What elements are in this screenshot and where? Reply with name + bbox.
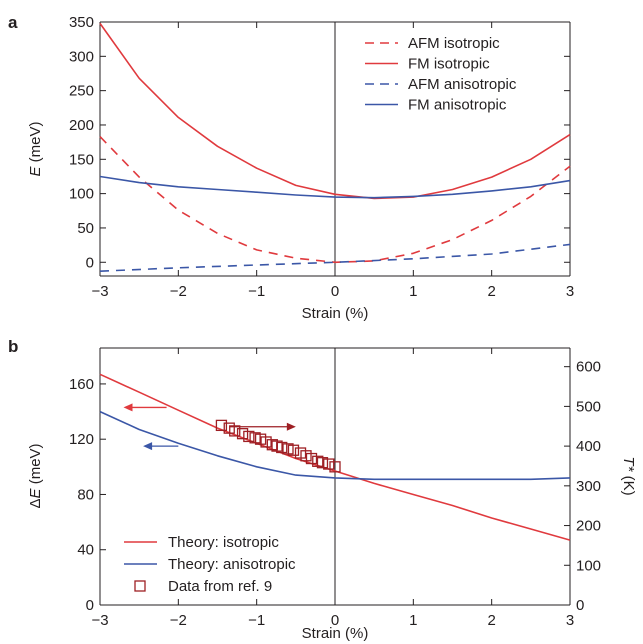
panel-a-legend-label-fm-anisotropic: FM anisotropic bbox=[408, 97, 507, 114]
panel-b-y-tick-label: 80 bbox=[77, 486, 94, 503]
panel-a-series-afm-anisotropic bbox=[99, 243, 571, 272]
panel-a-x-tick-label: 1 bbox=[409, 283, 417, 300]
panel-b-legend-label-data-from-ref-9: Data from ref. 9 bbox=[168, 578, 272, 595]
panel-a-x-tick-label: −1 bbox=[248, 283, 265, 300]
panel-a-y-tick-label: 50 bbox=[77, 220, 94, 237]
panel-b-data-point bbox=[276, 441, 288, 454]
panel-a-series-fm-anisotropic bbox=[99, 175, 571, 199]
panel-b-y2-axis-label: T* (K) bbox=[620, 456, 637, 495]
panel-a-y-axis-label-symbol: E bbox=[27, 166, 44, 177]
panel-b-arrow-head bbox=[286, 422, 296, 431]
panel-b-y2-tick-label: 200 bbox=[576, 518, 601, 535]
panel-b-data-point bbox=[329, 461, 341, 473]
panel-a-y-tick-label: 200 bbox=[69, 117, 94, 134]
panel-b-y-axis-label-unit: (meV) bbox=[27, 443, 44, 488]
panel-a-legend-label-fm-isotropic: FM isotropic bbox=[408, 56, 490, 73]
panel-b-data-point bbox=[260, 436, 272, 448]
panel-a-series-fm-isotropic bbox=[99, 22, 571, 200]
panel-b-x-tick-label: −3 bbox=[91, 612, 108, 629]
panel-a-x-tick-label: 3 bbox=[566, 283, 574, 300]
panel-b-legend-label-theory-anisotropic: Theory: anisotropic bbox=[168, 556, 296, 573]
panel-a-x-tick-label: −2 bbox=[170, 283, 187, 300]
panel-b-data-point bbox=[323, 458, 335, 470]
panel-a-y-tick-label: 0 bbox=[86, 254, 94, 271]
panel-a-label: a bbox=[8, 13, 18, 32]
panel-b-label: b bbox=[8, 337, 18, 356]
panel-b-y2-tick-label: 300 bbox=[576, 478, 601, 495]
panel-a-y-axis-label-unit: (meV) bbox=[27, 121, 44, 166]
panel-b-x-tick-label: 2 bbox=[487, 612, 495, 629]
panel-b-data-point bbox=[305, 452, 318, 465]
panel-b-y-tick-label: 0 bbox=[86, 597, 94, 614]
panel-b-y2-axis-label-symbol: T* bbox=[620, 456, 637, 472]
panel-a-y-tick-label: 300 bbox=[69, 48, 94, 65]
panel-b-y-tick-label: 160 bbox=[69, 376, 94, 393]
panel-b-series-theory-anisotropic bbox=[99, 410, 571, 481]
panel-b-y-tick-label: 120 bbox=[69, 431, 94, 448]
panel-b-y-axis-label-prefix: Δ bbox=[27, 498, 44, 508]
panel-a-legend-label-afm-isotropic: AFM isotropic bbox=[408, 35, 500, 52]
panel-b-y2-tick-label: 500 bbox=[576, 398, 601, 415]
panel-b-data-point bbox=[236, 428, 249, 440]
panel-a-y-tick-label: 100 bbox=[69, 186, 94, 203]
panel-b-x-axis-label: Strain (%) bbox=[302, 625, 369, 642]
panel-b-legend-label-theory-isotropic: Theory: isotropic bbox=[168, 534, 279, 551]
panel-b-arrow-head bbox=[143, 442, 153, 451]
panel-b: b −3 −2 −1 0 1 2 30408012016001002003004005006… bbox=[8, 337, 637, 642]
panel-b-y2-tick-label: 400 bbox=[576, 438, 601, 455]
panel-a-y-axis-label: E (meV) bbox=[27, 121, 44, 176]
panel-b-arrow-head bbox=[123, 403, 133, 412]
panel-b-y-axis-label: ΔE (meV) bbox=[27, 443, 44, 508]
panel-a-x-tick-label: 0 bbox=[331, 283, 339, 300]
panel-b-data-point bbox=[215, 419, 228, 432]
panel-b-y2-axis-label-unit: (K) bbox=[620, 471, 637, 495]
panel-b-legend-swatch-data-from-ref-9 bbox=[134, 580, 146, 592]
panel-b-series-theory-isotropic bbox=[99, 373, 571, 541]
panel-b-y2-tick-label: 0 bbox=[576, 597, 584, 614]
panel-a-series-afm-isotropic bbox=[99, 136, 571, 264]
panel-b-x-tick-label: 1 bbox=[409, 612, 417, 629]
panel-b-x-tick-label: −1 bbox=[248, 612, 265, 629]
panel-a-y-tick-label: 150 bbox=[69, 151, 94, 168]
panel-a-legend-label-afm-anisotropic: AFM anisotropic bbox=[408, 76, 517, 93]
panel-a-x-tick-label: 2 bbox=[487, 283, 495, 300]
panel-b-y2-tick-label: 100 bbox=[576, 557, 601, 574]
panel-a-x-axis-label: Strain (%) bbox=[302, 305, 369, 322]
panel-a-y-tick-label: 350 bbox=[69, 14, 94, 31]
panel-b-y-axis-label-symbol: E bbox=[27, 487, 44, 498]
panel-b-data-point bbox=[287, 444, 300, 456]
panel-b-y-tick-label: 40 bbox=[77, 542, 94, 559]
panel-a-y-tick-label: 250 bbox=[69, 83, 94, 100]
panel-a: a −3 −2 −1 0 1 2 3 0 50 100 150 200 250 300 350 AFM is… bbox=[8, 13, 574, 322]
panel-b-x-tick-label: 3 bbox=[566, 612, 574, 629]
panel-b-data-point bbox=[316, 457, 329, 469]
panel-b-data-point bbox=[229, 425, 241, 437]
panel-b-x-tick-label: −2 bbox=[170, 612, 187, 629]
panel-b-x-tick-label: 0 bbox=[331, 612, 339, 629]
panel-a-x-tick-label: −3 bbox=[91, 283, 108, 300]
panel-b-data-point bbox=[243, 430, 255, 443]
panel-b-y2-tick-label: 600 bbox=[576, 359, 601, 376]
